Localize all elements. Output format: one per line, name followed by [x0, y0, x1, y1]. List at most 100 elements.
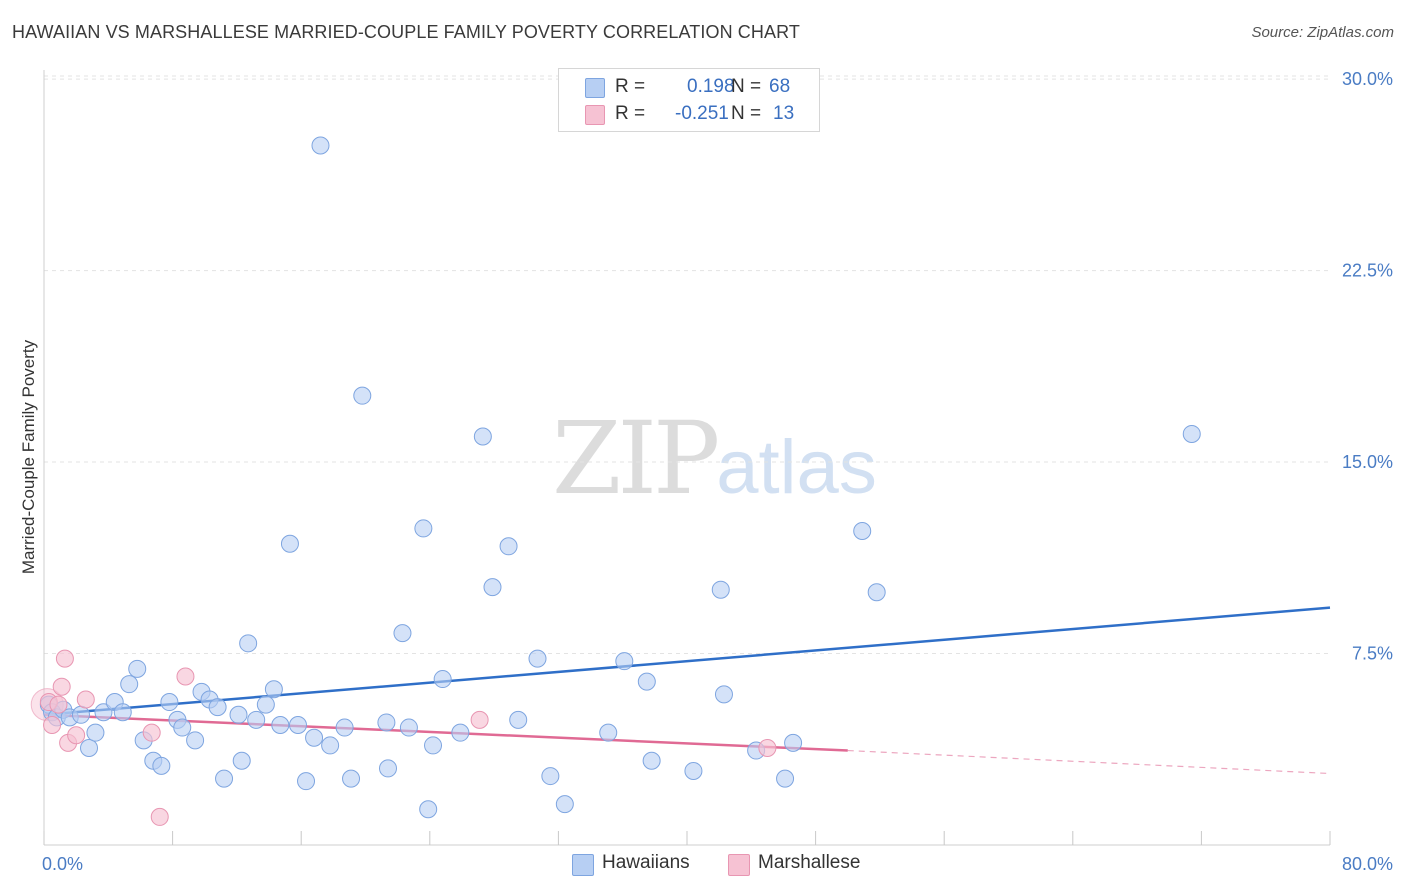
hawaiian-point — [247, 710, 266, 729]
hawaiian-point — [186, 731, 205, 750]
hawaiian-point — [239, 634, 258, 653]
hawaiian-point — [321, 736, 340, 755]
hawaiian-point — [256, 695, 275, 714]
marshallese-trend-extension — [847, 749, 1331, 775]
tick-labels: 7.5% 15.0% 22.5% 30.0% 0.0% 80.0% Married-Coup… — [19, 69, 1393, 874]
hawaiian-point — [71, 705, 90, 724]
hawaiian-point — [311, 136, 330, 155]
legend-r-value: -0.251 — [675, 103, 729, 124]
marshallese-point — [49, 695, 68, 714]
y-tick-label: 7.5% — [1352, 644, 1393, 664]
hawaiian-point — [424, 736, 443, 755]
hawaiian-point — [555, 795, 574, 814]
legend-n-value: 13 — [773, 103, 795, 124]
marshallese-point — [76, 690, 95, 709]
hawaiian-point — [414, 519, 433, 538]
legend-n-label: N = — [731, 103, 762, 124]
hawaiian-point — [305, 728, 324, 747]
hawaiian-point — [208, 698, 227, 717]
axes — [43, 70, 1331, 846]
hawaiian-point — [379, 759, 398, 778]
correlation-legend: R = 0.198 N = 68 R = -0.251 N = 13 — [558, 68, 820, 132]
marshallese-point — [150, 807, 169, 826]
gridlines — [44, 75, 1330, 655]
legend-n-value: 68 — [769, 76, 791, 97]
source-label: Source: ZipAtlas.com — [1251, 24, 1394, 41]
hawaiian-point — [642, 751, 661, 770]
hawaiian-point — [714, 685, 733, 704]
hawaiian-point — [80, 738, 99, 757]
hawaiian-point — [335, 718, 354, 737]
hawaiian-point — [297, 772, 316, 791]
hawaiian-point — [483, 578, 502, 597]
hawaiian-point — [784, 733, 803, 752]
marshallese-point — [176, 667, 195, 686]
y-tick-label: 22.5% — [1342, 261, 1393, 281]
hawaiian-point — [152, 756, 171, 775]
hawaiian-point — [160, 693, 179, 712]
hawaiian-point — [215, 769, 234, 788]
hawaiian-point — [399, 718, 418, 737]
legend-r-label: R = — [615, 76, 646, 97]
hawaiian-point — [1182, 424, 1201, 443]
hawaiian-point — [599, 723, 618, 742]
hawaiian-point — [419, 800, 438, 819]
hawaiian-point — [120, 675, 139, 694]
hawaiian-point — [509, 710, 528, 729]
y-axis-label: Married-Couple Family Poverty — [19, 339, 38, 574]
marshallese-point — [67, 726, 86, 745]
hawaiian-point — [853, 521, 872, 540]
marshallese-point — [55, 649, 74, 668]
hawaiian-point — [393, 624, 412, 643]
marshallese-point — [52, 677, 71, 696]
hawaiian-point — [451, 723, 470, 742]
watermark-atlas: atlas — [716, 425, 877, 510]
hawaiians-swatch-icon — [572, 854, 594, 876]
hawaiian-point — [615, 652, 634, 671]
y-tick-label: 30.0% — [1342, 69, 1393, 89]
legend-r-label: R = — [615, 103, 646, 124]
hawaiian-point — [499, 537, 518, 556]
hawaiian-point — [684, 761, 703, 780]
hawaiian-point — [264, 680, 283, 699]
hawaiian-point — [637, 672, 656, 691]
hawaiian-point — [342, 769, 361, 788]
hawaiian-point — [377, 713, 396, 732]
hawaiian-point — [229, 705, 248, 724]
legend-n-label: N = — [731, 76, 762, 97]
marshallese-point — [142, 723, 161, 742]
trend-lines — [43, 606, 1331, 775]
marshallese-point — [758, 738, 777, 757]
hawaiian-point — [541, 767, 560, 786]
legend-r-value: 0.198 — [687, 76, 735, 97]
hawaiian-trend-line — [43, 606, 1331, 717]
marshallese-point — [43, 716, 62, 735]
hawaiian-point — [288, 716, 307, 735]
marshallese-swatch-icon — [728, 854, 750, 876]
hawaiian-point — [528, 649, 547, 668]
watermark: ZIPatlas — [552, 400, 877, 517]
hawaiian-point — [271, 716, 290, 735]
hawaiian-point — [776, 769, 795, 788]
hawaiians-swatch-icon — [585, 78, 605, 98]
x-tick-label: 80.0% — [1342, 854, 1393, 874]
marshallese-trend-line — [43, 713, 848, 752]
hawaiian-point — [173, 718, 192, 737]
chart-title: HAWAIIAN VS MARSHALLESE MARRIED-COUPLE F… — [12, 22, 800, 42]
hawaiian-point — [473, 427, 492, 446]
bottom-legend-label: Marshallese — [758, 852, 861, 873]
hawaiian-point — [433, 670, 452, 689]
x-tick-label: 0.0% — [42, 854, 83, 874]
hawaiian-point — [113, 703, 132, 722]
hawaiian-point — [711, 580, 730, 599]
hawaiian-point — [94, 703, 113, 722]
watermark-zip: ZIP — [552, 400, 720, 517]
hawaiian-point — [353, 386, 372, 405]
marshallese-swatch-icon — [585, 105, 605, 125]
hawaiian-point — [280, 534, 299, 553]
hawaiian-point — [232, 751, 251, 770]
y-tick-label: 15.0% — [1342, 452, 1393, 472]
bottom-legend-label: Hawaiians — [602, 852, 690, 873]
hawaiian-point — [128, 659, 147, 678]
